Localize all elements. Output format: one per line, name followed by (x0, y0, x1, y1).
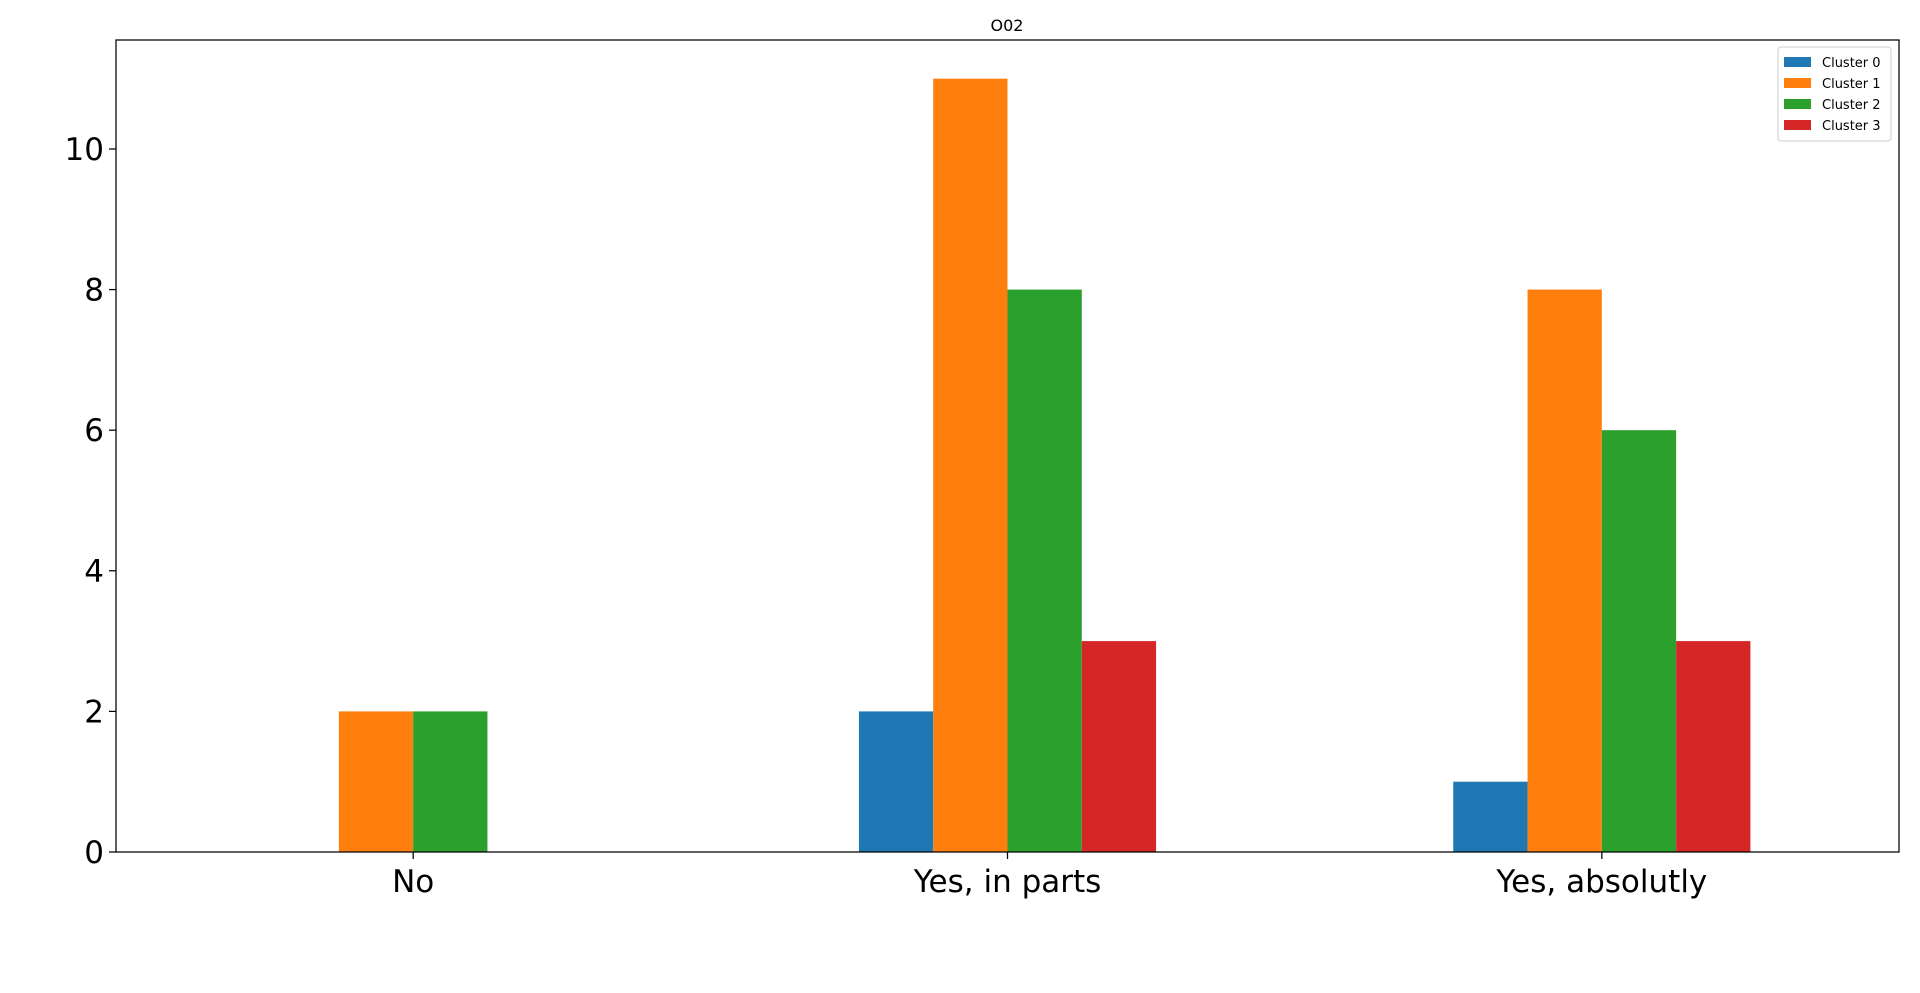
y-axis: 0 2 4 6 8 10 (65, 132, 116, 871)
bar-cluster-1-2 (1527, 289, 1602, 852)
bar-cluster-3-1 (1081, 641, 1157, 852)
legend-label: Cluster 1 (1822, 77, 1881, 92)
y-tick-label: 10 (65, 132, 104, 168)
bar-cluster-3-2 (1676, 641, 1751, 852)
x-axis: No Yes, in parts Yes, absolutly (392, 852, 1707, 900)
legend: Cluster 0 Cluster 1 Cluster 2 Cluster 3 (1777, 46, 1892, 142)
legend-swatch (1784, 99, 1811, 109)
legend-label: Cluster 0 (1822, 56, 1881, 71)
bar-cluster-2-1 (1007, 289, 1082, 852)
bar-cluster-2-0 (413, 711, 488, 852)
legend-swatch (1784, 120, 1811, 130)
bars-group (338, 78, 1751, 852)
x-tick-label: Yes, in parts (913, 864, 1102, 900)
x-tick-label: Yes, absolutly (1495, 864, 1707, 900)
bar-cluster-1-1 (933, 78, 1008, 852)
y-tick-label: 2 (84, 694, 104, 730)
x-tick-label: No (392, 864, 434, 900)
bar-cluster-0-2 (1453, 781, 1528, 852)
legend-label: Cluster 2 (1822, 98, 1881, 113)
bar-cluster-0-1 (858, 711, 934, 852)
bar-cluster-1-0 (338, 711, 414, 852)
y-tick-label: 8 (84, 273, 104, 309)
legend-swatch (1784, 78, 1811, 88)
y-tick-label: 4 (84, 554, 104, 590)
legend-label: Cluster 3 (1822, 119, 1881, 134)
y-tick-label: 0 (84, 835, 104, 871)
bar-cluster-2-2 (1601, 430, 1677, 852)
legend-swatch (1784, 57, 1811, 67)
chart-title: O02 (991, 16, 1024, 35)
legend-box (1777, 46, 1892, 142)
y-tick-label: 6 (84, 413, 104, 449)
